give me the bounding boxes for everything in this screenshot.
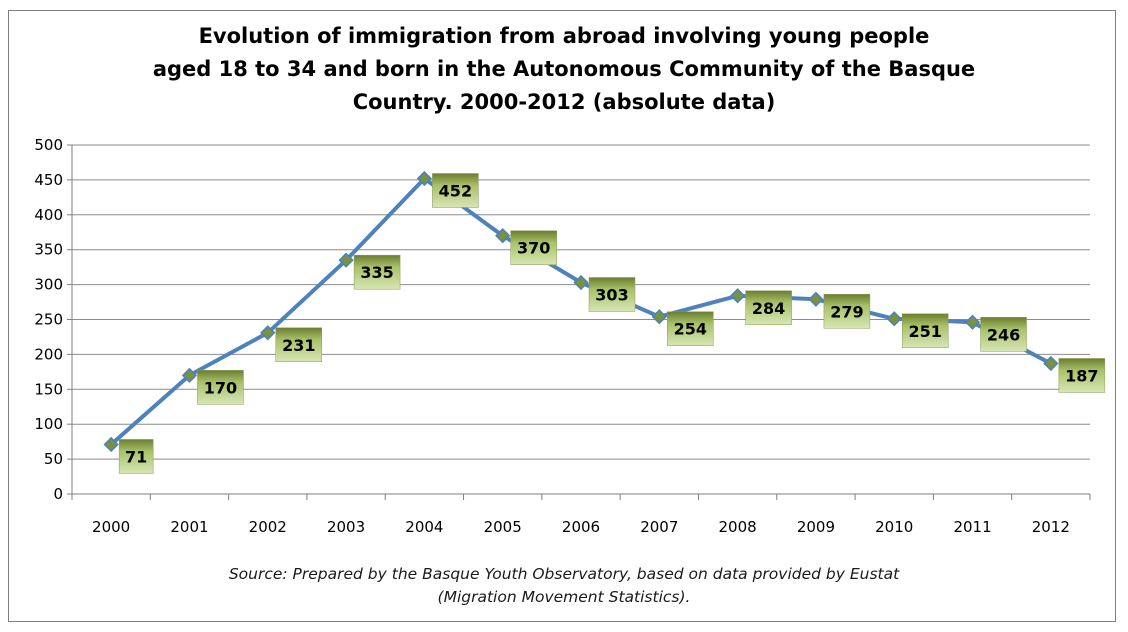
x-tick-label: 2005 (484, 518, 522, 536)
series-line (109, 176, 1053, 447)
series-markers (103, 170, 1059, 453)
data-label-box (197, 370, 244, 405)
data-label: 335 (360, 263, 393, 282)
data-label-box (823, 294, 871, 329)
data-label-box (980, 317, 1027, 352)
data-point-marker (886, 311, 902, 327)
data-point-marker (573, 274, 589, 291)
source-line-1: Source: Prepared by the Basque Youth Obs… (228, 565, 900, 583)
x-tick-label: 2000 (92, 518, 130, 536)
chart-title-line-2: aged 18 to 34 and born in the Autonomous… (152, 57, 976, 81)
y-tick-label: 400 (34, 206, 63, 224)
y-tick-label: 100 (34, 415, 63, 433)
data-label-box (275, 327, 323, 363)
y-tick-label: 450 (34, 171, 63, 189)
chart-source-note: Source: Prepared by the Basque Youth Obs… (0, 563, 1128, 609)
gridlines (72, 144, 1090, 460)
data-point-marker (651, 309, 667, 325)
data-point-marker (103, 436, 119, 453)
axes: 0 50 100 150 200 250 300 350 400 450 500 2000 2001 20… (34, 136, 1091, 536)
data-label-box (1058, 358, 1106, 393)
x-tick-label: 2004 (405, 518, 443, 536)
y-tick-label: 150 (34, 380, 63, 398)
x-tick-label: 2001 (170, 518, 208, 536)
data-label-box (432, 173, 479, 208)
data-labels: 71 170 231 335 452 370 303 254 284 279 251 246 187 (118, 173, 1106, 474)
data-label: 71 (125, 447, 147, 466)
chart-title-line-3: Country. 2000-2012 (absolute data) (352, 90, 776, 114)
data-label: 231 (282, 336, 315, 355)
y-tick-label: 0 (53, 485, 63, 503)
y-tick-label: 300 (34, 276, 63, 294)
data-point-marker (808, 291, 824, 307)
source-line-2: (Migration Movement Statistics). (437, 588, 691, 606)
data-point-marker (260, 325, 276, 341)
data-label-box (667, 311, 714, 346)
data-label: 303 (595, 286, 628, 305)
x-tick-label: 2006 (562, 518, 600, 536)
x-tick-label: 2003 (327, 518, 365, 536)
x-tick-label: 2012 (1032, 518, 1070, 536)
chart-title-line-1: Evolution of immigration from abroad inv… (198, 24, 930, 48)
y-tick-label: 350 (34, 241, 63, 259)
data-label-box (510, 230, 557, 265)
data-label: 279 (830, 302, 863, 321)
y-tick-label: 500 (34, 136, 63, 154)
x-tick-label: 2008 (719, 518, 757, 536)
data-label: 251 (909, 322, 942, 341)
x-tick-label: 2007 (640, 518, 678, 536)
y-tick-label: 250 (34, 311, 63, 329)
data-point-marker (1043, 355, 1059, 372)
data-point-marker (181, 367, 198, 383)
x-tick-label: 2010 (875, 518, 913, 536)
x-tick-label: 2009 (797, 518, 835, 536)
data-label: 187 (1065, 366, 1098, 385)
data-point-marker (416, 170, 433, 187)
data-point-marker (495, 228, 511, 244)
x-tick-label: 2002 (249, 518, 287, 536)
data-label: 370 (517, 239, 550, 258)
data-label: 246 (987, 325, 1020, 344)
data-label-box (588, 277, 636, 312)
data-label: 284 (752, 299, 785, 318)
data-label-box (901, 313, 949, 349)
data-label: 170 (204, 378, 237, 397)
data-label: 254 (674, 320, 707, 339)
data-label-box (118, 439, 154, 474)
x-tick-label: 2011 (953, 518, 991, 536)
data-label-box (745, 290, 792, 326)
series-line-path (109, 176, 1053, 447)
data-label: 452 (439, 182, 472, 201)
chart-title: Evolution of immigration from abroad inv… (0, 20, 1128, 119)
y-tick-label: 200 (34, 345, 63, 363)
y-tick-label: 50 (44, 450, 63, 468)
data-point-marker (964, 314, 981, 330)
data-label-box (353, 254, 401, 290)
data-point-marker (729, 288, 746, 304)
data-point-marker (338, 252, 354, 268)
